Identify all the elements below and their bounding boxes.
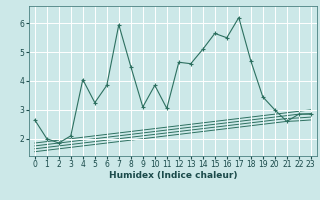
X-axis label: Humidex (Indice chaleur): Humidex (Indice chaleur)	[108, 171, 237, 180]
